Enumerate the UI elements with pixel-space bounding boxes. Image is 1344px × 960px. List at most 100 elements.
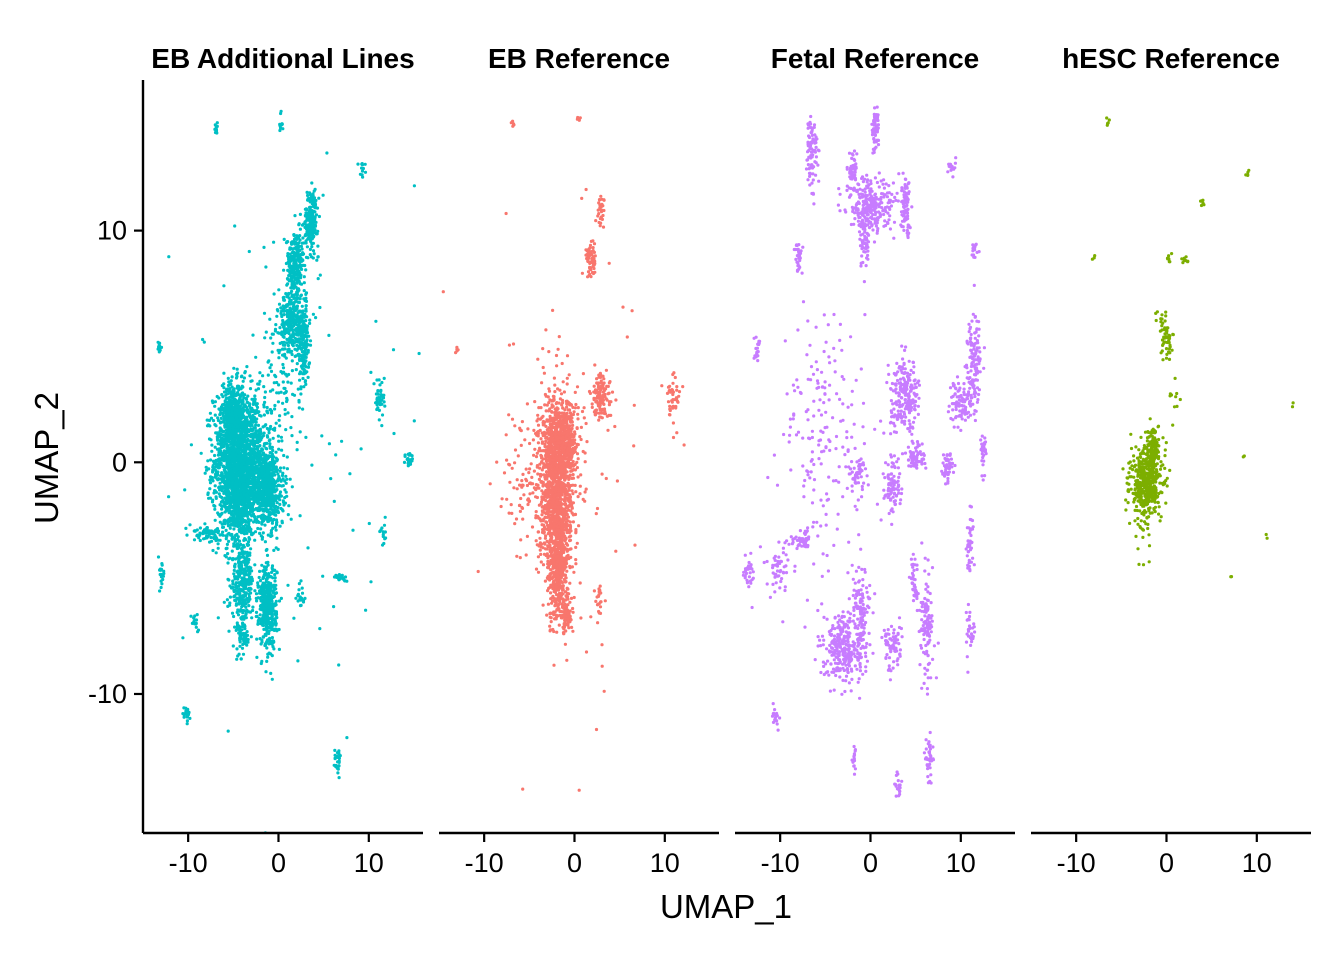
scatter-point <box>277 288 281 292</box>
scatter-point <box>262 613 266 617</box>
scatter-point <box>235 510 239 514</box>
scatter-point <box>290 369 294 373</box>
scatter-point <box>273 576 277 580</box>
scatter-point <box>210 449 214 453</box>
scatter-point <box>245 470 249 474</box>
scatter-point <box>259 472 263 476</box>
scatter-point <box>259 438 263 442</box>
scatter-point <box>274 583 278 587</box>
scatter-point <box>258 444 262 448</box>
scatter-point <box>279 494 283 498</box>
scatter-point <box>306 197 310 201</box>
scatter-point <box>231 558 235 562</box>
scatter-point <box>290 283 294 287</box>
scatter-point <box>292 237 297 241</box>
scatter-point <box>255 655 259 660</box>
scatter-point <box>289 246 293 250</box>
scatter-point <box>222 433 226 437</box>
scatter-point <box>233 598 237 603</box>
scatter-point <box>313 187 317 191</box>
scatter-point <box>286 330 290 335</box>
scatter-point <box>261 531 265 535</box>
scatter-point <box>189 443 193 447</box>
scatter-point <box>374 392 378 396</box>
scatter-point <box>224 396 228 401</box>
scatter-point <box>216 466 221 470</box>
scatter-point <box>279 435 283 439</box>
scatter-point <box>272 639 276 643</box>
scatter-point <box>379 388 383 392</box>
scatter-point <box>224 417 228 421</box>
scatter-point <box>266 478 270 482</box>
scatter-point <box>275 616 279 620</box>
scatter-point <box>282 295 286 299</box>
scatter-point <box>241 379 245 383</box>
scatter-point <box>337 760 341 765</box>
scatter-point <box>248 374 252 378</box>
scatter-point <box>241 642 245 647</box>
scatter-point <box>242 452 247 456</box>
scatter-point <box>298 265 302 269</box>
scatter-point <box>311 235 315 239</box>
scatter-point <box>287 318 291 322</box>
scatter-point <box>380 413 385 417</box>
scatter-point <box>239 473 243 477</box>
scatter-point <box>375 403 379 407</box>
scatter-point <box>247 478 251 482</box>
scatter-point <box>295 267 299 271</box>
scatter-point <box>269 363 273 367</box>
scatter-point <box>258 463 262 467</box>
scatter-point <box>256 478 260 482</box>
scatter-point <box>277 439 281 443</box>
scatter-point <box>278 524 282 528</box>
scatter-point <box>235 575 239 579</box>
scatter-point <box>247 420 251 424</box>
scatter-point <box>226 552 230 556</box>
scatter-point <box>287 264 291 268</box>
scatter-point <box>244 612 248 616</box>
scatter-point <box>213 489 217 493</box>
scatter-point <box>298 212 302 216</box>
scatter-point <box>245 473 250 477</box>
scatter-point <box>285 396 289 400</box>
scatter-point <box>231 459 235 463</box>
scatter-point <box>369 370 373 374</box>
scatter-point <box>211 548 215 553</box>
scatter-point <box>239 375 244 379</box>
scatter-point <box>237 564 241 568</box>
scatter-point <box>263 400 267 404</box>
scatter-point <box>246 443 250 447</box>
scatter-point <box>278 466 283 470</box>
scatter-point <box>302 385 306 389</box>
scatter-point <box>215 472 220 476</box>
scatter-point <box>242 570 246 574</box>
scatter-point <box>289 334 293 338</box>
scatter-point <box>264 601 268 605</box>
scatter-point <box>230 537 234 541</box>
scatter-point <box>279 596 283 601</box>
scatter-point <box>290 289 294 293</box>
scatter-point <box>269 472 273 476</box>
scatter-point <box>281 321 285 325</box>
scatter-point <box>296 319 300 323</box>
scatter-point <box>232 568 236 573</box>
scatter-point <box>276 505 280 510</box>
scatter-point <box>235 647 239 651</box>
scatter-point <box>235 410 239 414</box>
scatter-point <box>232 527 236 531</box>
scatter-point <box>251 438 255 442</box>
scatter-point <box>308 318 312 322</box>
scatter-point <box>188 523 192 527</box>
scatter-point <box>242 376 246 380</box>
scatter-point <box>270 350 274 354</box>
scatter-point <box>273 525 277 529</box>
scatter-point <box>315 231 319 235</box>
scatter-point <box>302 289 306 293</box>
scatter-point <box>246 409 250 414</box>
scatter-point <box>302 358 306 362</box>
scatter-point <box>232 504 236 508</box>
scatter-point <box>297 288 301 292</box>
scatter-point <box>213 400 217 404</box>
scatter-point <box>273 579 277 583</box>
scatter-point <box>265 598 269 602</box>
